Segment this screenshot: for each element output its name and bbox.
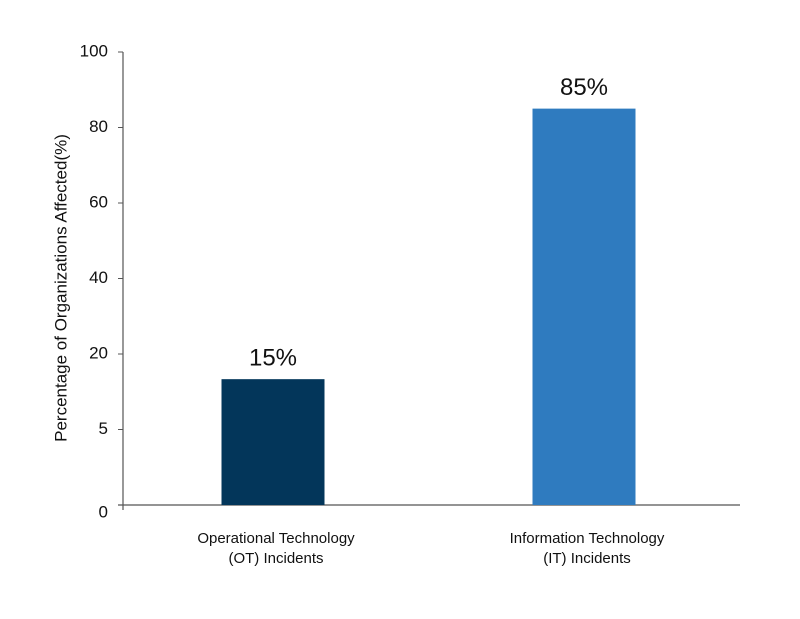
value-label: 85% [560,74,608,101]
y-tick-label: 40 [89,268,108,287]
y-tick-label: 0 [99,502,108,521]
x-tick-label: Operational Technology (OT) Incidents [197,530,355,567]
bar [221,379,325,505]
y-axis-label: Percentage of Organizations Affected(%) [51,134,70,442]
y-tick-label: 20 [89,343,108,362]
y-tick-label: 5 [99,419,108,438]
value-label: 15% [249,345,297,372]
x-tick-label: Information Technology (IT) Incidents [509,530,665,567]
y-tick-label: 80 [89,117,108,136]
y-tick-label: 100 [80,41,108,60]
bar [532,108,636,505]
y-tick-label: 60 [89,192,108,211]
